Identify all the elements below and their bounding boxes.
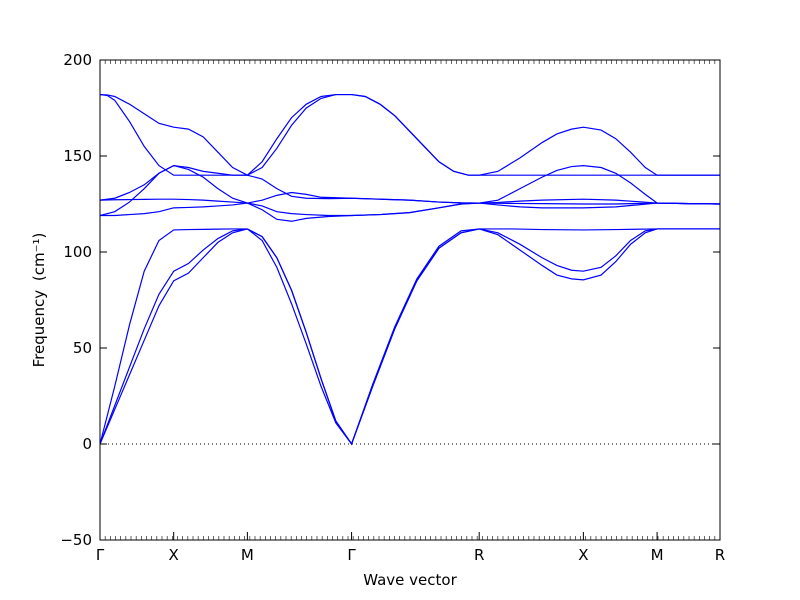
x-tick-label: Γ xyxy=(96,546,105,564)
x-tick-label: R xyxy=(715,546,725,564)
phonon-branch-9 xyxy=(100,93,720,176)
phonon-branch-7 xyxy=(100,164,720,205)
x-tick-label: R xyxy=(474,546,484,564)
x-tick-label: Γ xyxy=(347,546,356,564)
series-layer xyxy=(100,93,720,446)
y-tick-label: 150 xyxy=(63,147,92,165)
y-tick-label: 50 xyxy=(73,339,92,357)
tick-layer: −50 0 50 100 150 200 Γ X M Γ R X M R xyxy=(60,51,725,564)
y-axis-label: Frequency (cm⁻¹) xyxy=(30,233,48,368)
y-tick-label: 200 xyxy=(63,51,92,69)
x-tick-label: M xyxy=(651,546,664,564)
x-tick-label: X xyxy=(169,546,179,564)
y-tick-label: 0 xyxy=(82,435,92,453)
phonon-branch-2 xyxy=(100,228,720,446)
plot-frame xyxy=(99,59,721,541)
phonon-branch-4 xyxy=(100,202,720,217)
phonon-branch-3 xyxy=(100,228,720,446)
phonon-branch-6 xyxy=(100,191,720,209)
y-tick-label: −50 xyxy=(60,531,92,549)
y-axis-label-text: Frequency xyxy=(30,290,48,368)
x-tick-label: M xyxy=(241,546,254,564)
y-axis-label-unit: (cm⁻¹) xyxy=(30,233,48,282)
y-tick-label: 100 xyxy=(63,243,92,261)
x-tick-label: X xyxy=(578,546,588,564)
x-axis-label: Wave vector xyxy=(363,571,457,589)
